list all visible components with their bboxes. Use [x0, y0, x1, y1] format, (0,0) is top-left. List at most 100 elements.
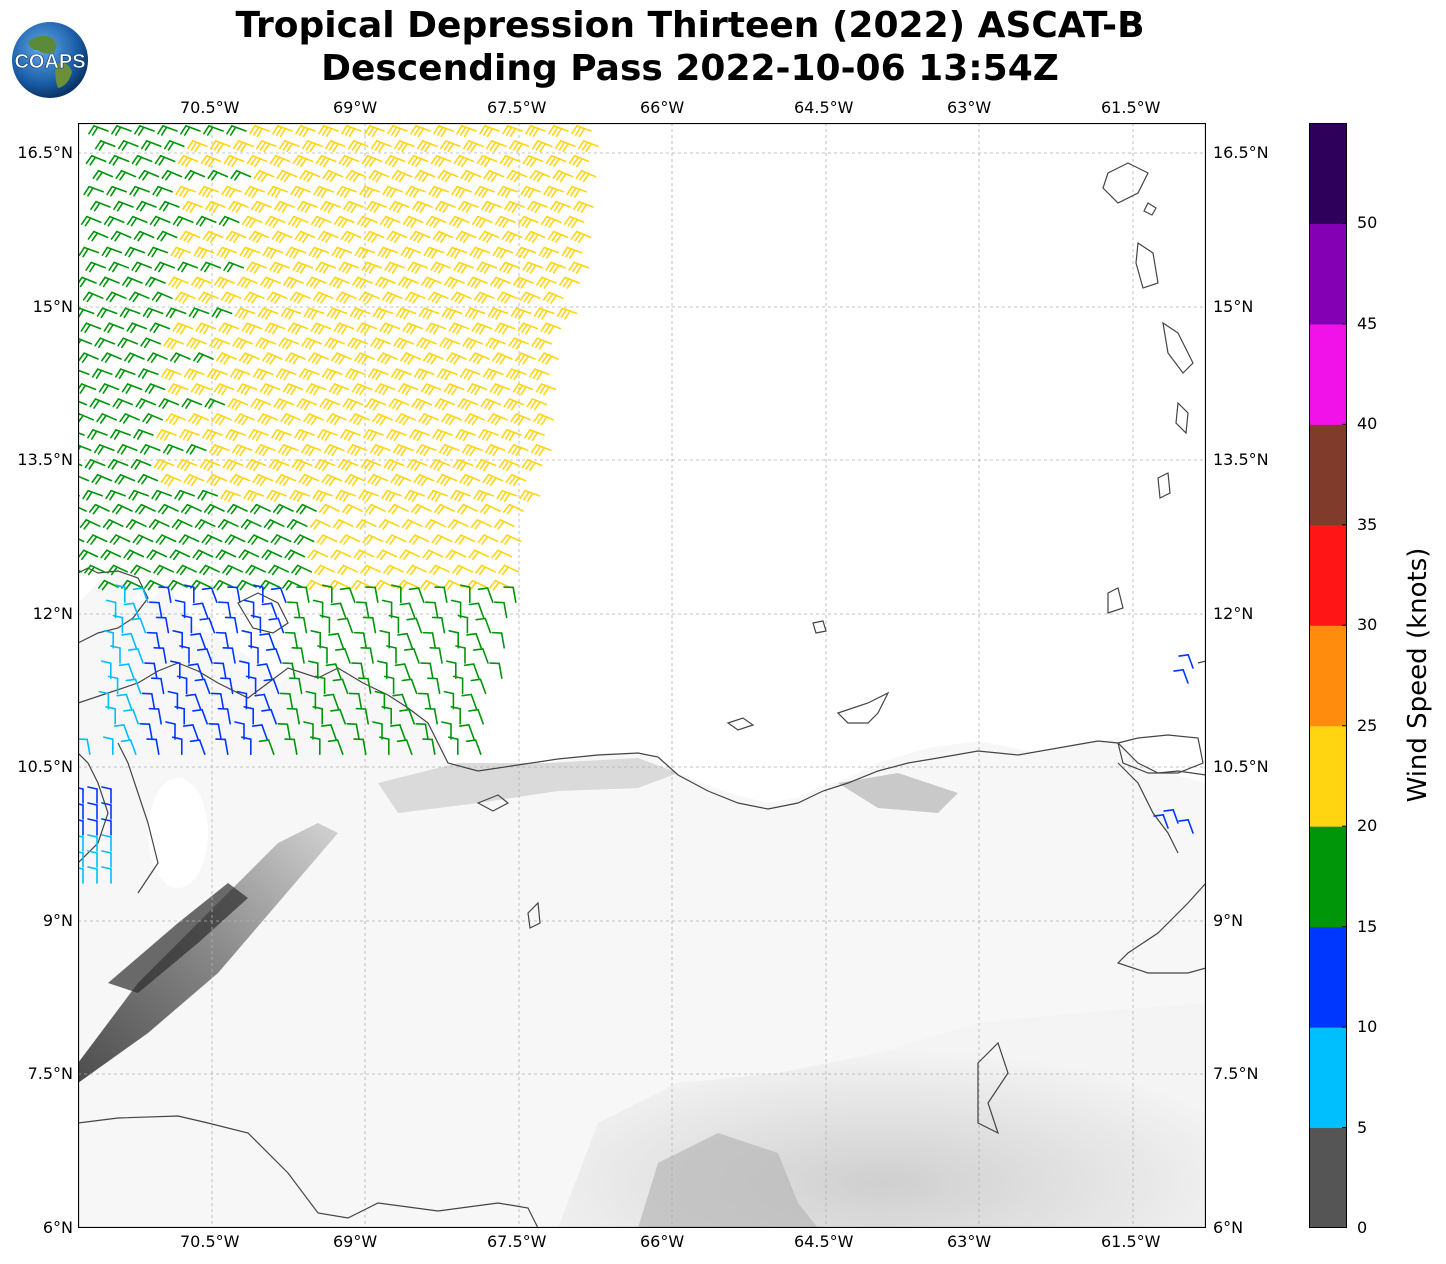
- wind-barb: [465, 739, 482, 756]
- wind-barb: [85, 154, 107, 166]
- lon-tick-label-bottom: 67.5°W: [487, 1232, 547, 1251]
- wind-barb: [176, 458, 198, 472]
- wind-barb: [441, 307, 463, 320]
- wind-barb: [459, 368, 481, 381]
- wind-barb: [485, 140, 507, 153]
- wind-barb: [328, 632, 345, 649]
- wind-barb: [513, 276, 534, 289]
- wind-barb: [401, 519, 423, 530]
- wind-barb: [249, 503, 271, 515]
- wind-barb: [78, 473, 90, 485]
- wind-barb: [407, 261, 429, 274]
- colorbar-segment: [1309, 123, 1347, 224]
- wind-barb: [479, 503, 501, 515]
- wind-barb: [384, 154, 406, 168]
- wind-barb: [78, 246, 100, 258]
- wind-barb: [416, 140, 438, 153]
- wind-barb: [217, 601, 232, 619]
- wind-barb: [167, 383, 189, 396]
- wind-barb: [570, 230, 592, 243]
- wind-barb: [478, 429, 499, 442]
- wind-barb: [229, 368, 251, 381]
- wind-barb: [314, 564, 336, 576]
- wind-barb: [390, 368, 412, 381]
- wind-barb: [120, 739, 137, 756]
- wind-barb: [245, 458, 267, 472]
- wind-barb: [136, 200, 157, 212]
- wind-barb: [545, 154, 567, 168]
- wind-barb: [286, 601, 301, 619]
- wind-barb: [517, 215, 539, 228]
- wind-barb: [112, 398, 134, 409]
- wind-barb: [331, 246, 353, 259]
- wind-barb: [315, 261, 337, 274]
- wind-barb: [251, 724, 268, 740]
- wind-barb: [540, 322, 562, 335]
- wind-barb: [107, 564, 129, 576]
- wind-barb: [308, 246, 330, 259]
- wind-barb: [247, 534, 269, 545]
- wind-barb: [367, 368, 389, 381]
- wind-barb: [360, 458, 382, 472]
- wind-barb: [177, 261, 198, 273]
- wind-barb: [381, 489, 403, 502]
- lon-tick-label-bottom: 61.5°W: [1101, 1232, 1161, 1251]
- wind-barb: [1173, 669, 1189, 684]
- wind-barb: [82, 489, 104, 501]
- wind-barb: [266, 291, 288, 304]
- wind-barb: [466, 383, 488, 396]
- title-line-1: Tropical Depression Thirteen (2022) ASCA…: [235, 5, 1145, 46]
- wind-barb: [146, 738, 160, 756]
- lat-tick-label-right: 15°N: [1213, 297, 1254, 316]
- wind-barb: [101, 850, 112, 868]
- wind-barb: [237, 276, 258, 289]
- wind-barb: [241, 629, 252, 649]
- wind-barb: [142, 413, 163, 424]
- wind-barb: [363, 429, 384, 442]
- wind-barb: [156, 429, 177, 442]
- wind-barb: [105, 291, 127, 303]
- wind-barb: [349, 307, 371, 320]
- wind-barb: [293, 616, 308, 634]
- wind-barb: [363, 230, 385, 243]
- wind-barb: [372, 307, 394, 320]
- wind-barb: [455, 230, 477, 243]
- wind-barb: [185, 444, 207, 455]
- wind-barb: [397, 383, 419, 396]
- wind-barb: [227, 586, 241, 604]
- wind-barb: [378, 736, 390, 756]
- wind-barb: [476, 261, 498, 274]
- wind-barb: [364, 125, 385, 138]
- wind-barb: [226, 125, 247, 136]
- wind-barb: [258, 739, 275, 756]
- wind-barb: [429, 647, 443, 664]
- wind-barb: [450, 705, 462, 725]
- wind-barb: [385, 534, 407, 545]
- wind-barb: [468, 549, 490, 561]
- wind-barb: [78, 352, 99, 364]
- wind-barb: [364, 503, 386, 515]
- wind-barb: [468, 708, 485, 725]
- wind-barb: [473, 291, 495, 304]
- wind-barb: [431, 616, 446, 634]
- wind-barb: [353, 631, 368, 649]
- map-panel: [78, 123, 1206, 1228]
- wind-barb: [312, 489, 333, 502]
- wind-barb: [167, 690, 179, 710]
- wind-barb: [149, 322, 171, 334]
- wind-barb: [379, 215, 401, 228]
- wind-barb: [476, 154, 498, 168]
- wind-barb: [216, 352, 237, 365]
- wind-barb: [490, 276, 511, 289]
- wind-barb: [230, 169, 252, 181]
- wind-barb: [269, 261, 290, 274]
- wind-barb: [98, 383, 120, 394]
- wind-barb: [429, 564, 451, 576]
- wind-barb: [114, 368, 136, 380]
- lat-tick-label-left: 15°N: [32, 297, 73, 316]
- wind-barb: [245, 675, 257, 695]
- wind-barb: [232, 337, 253, 350]
- wind-barb: [249, 125, 270, 138]
- wind-barb: [331, 352, 352, 365]
- wind-barb: [362, 534, 384, 545]
